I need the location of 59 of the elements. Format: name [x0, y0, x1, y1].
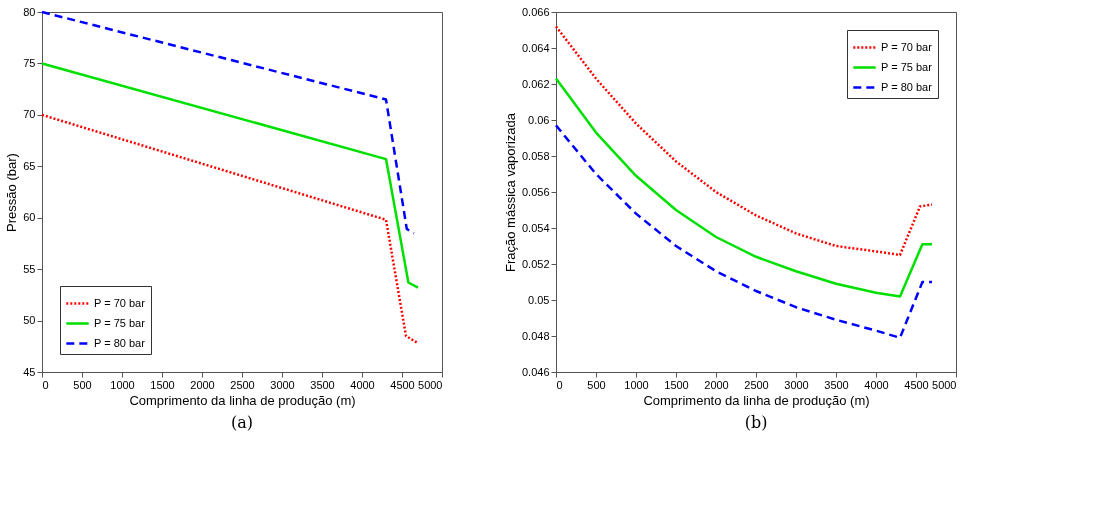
y-tick-label: 0.046	[521, 365, 550, 378]
line-series	[554, 124, 934, 340]
x-tick-label: 3500	[310, 378, 335, 391]
x-tick-label: 4500	[904, 378, 929, 391]
y-tick-label: 0.054	[521, 221, 550, 234]
x-tick-label: 500	[73, 378, 92, 391]
x-tick-label: 2500	[230, 378, 255, 391]
y-tick-label: 75	[23, 56, 36, 69]
x-axis-title: Comprimento da linha de produção (m)	[129, 392, 356, 408]
y-tick-label: 0.06	[528, 113, 550, 126]
x-tick-label: 1000	[110, 378, 135, 391]
y-tick-label: 50	[23, 314, 36, 327]
x-tick-label: 0	[42, 378, 49, 391]
x-tick-label: 3000	[784, 378, 809, 391]
y-tick-label: 0.062	[521, 77, 550, 90]
y-tick-label: 0.052	[521, 257, 550, 270]
y-axis-title: Pressão (bar)	[4, 153, 20, 232]
y-tick-label: 0.048	[521, 329, 550, 342]
y-tick-label: 0.058	[521, 149, 550, 162]
x-tick-label: 2500	[744, 378, 769, 391]
line-series	[554, 77, 934, 298]
y-axis-title: Fração mássica vaporizada	[502, 112, 518, 272]
legend-label: P = 75 bar	[881, 60, 933, 73]
x-tick-label: 1000	[624, 378, 649, 391]
x-tick-label: 0	[556, 378, 563, 391]
x-tick-label: 4500	[390, 378, 415, 391]
y-tick-label: 80	[23, 5, 36, 18]
y-tick-label: 55	[23, 262, 36, 275]
y-tick-label: 45	[23, 365, 36, 378]
legend-label: P = 70 bar	[94, 296, 146, 309]
x-tick-label: 5000	[418, 378, 443, 391]
y-tick-label: 65	[23, 159, 36, 172]
y-tick-label: 70	[23, 108, 36, 121]
x-tick-label: 3000	[270, 378, 295, 391]
y-tick-label: 60	[23, 211, 36, 224]
x-tick-label: 2000	[704, 378, 729, 391]
x-tick-label: 4000	[864, 378, 889, 391]
x-tick-label: 1500	[664, 378, 689, 391]
text: (b)	[744, 413, 768, 432]
y-tick-label: 0.056	[521, 185, 550, 198]
x-tick-label: 2000	[190, 378, 215, 391]
legend-label: P = 80 bar	[881, 80, 933, 93]
x-tick-label: 500	[587, 378, 606, 391]
line-series	[40, 10, 416, 235]
line-series	[554, 25, 934, 257]
x-tick-label: 4000	[350, 378, 375, 391]
legend-label: P = 80 bar	[94, 336, 146, 349]
line-series	[40, 62, 420, 289]
legend-label: P = 75 bar	[94, 316, 146, 329]
x-tick-label: 3500	[824, 378, 849, 391]
y-tick-label: 0.064	[521, 41, 550, 54]
y-tick-label: 0.05	[528, 293, 550, 306]
legend-label: P = 70 bar	[881, 40, 933, 53]
x-tick-label: 1500	[150, 378, 175, 391]
x-axis-title: Comprimento da linha de produção (m)	[643, 392, 870, 408]
text: (a)	[230, 413, 254, 432]
line-series	[40, 113, 420, 345]
y-tick-label: 0.066	[521, 5, 550, 18]
x-tick-label: 5000	[932, 378, 957, 391]
